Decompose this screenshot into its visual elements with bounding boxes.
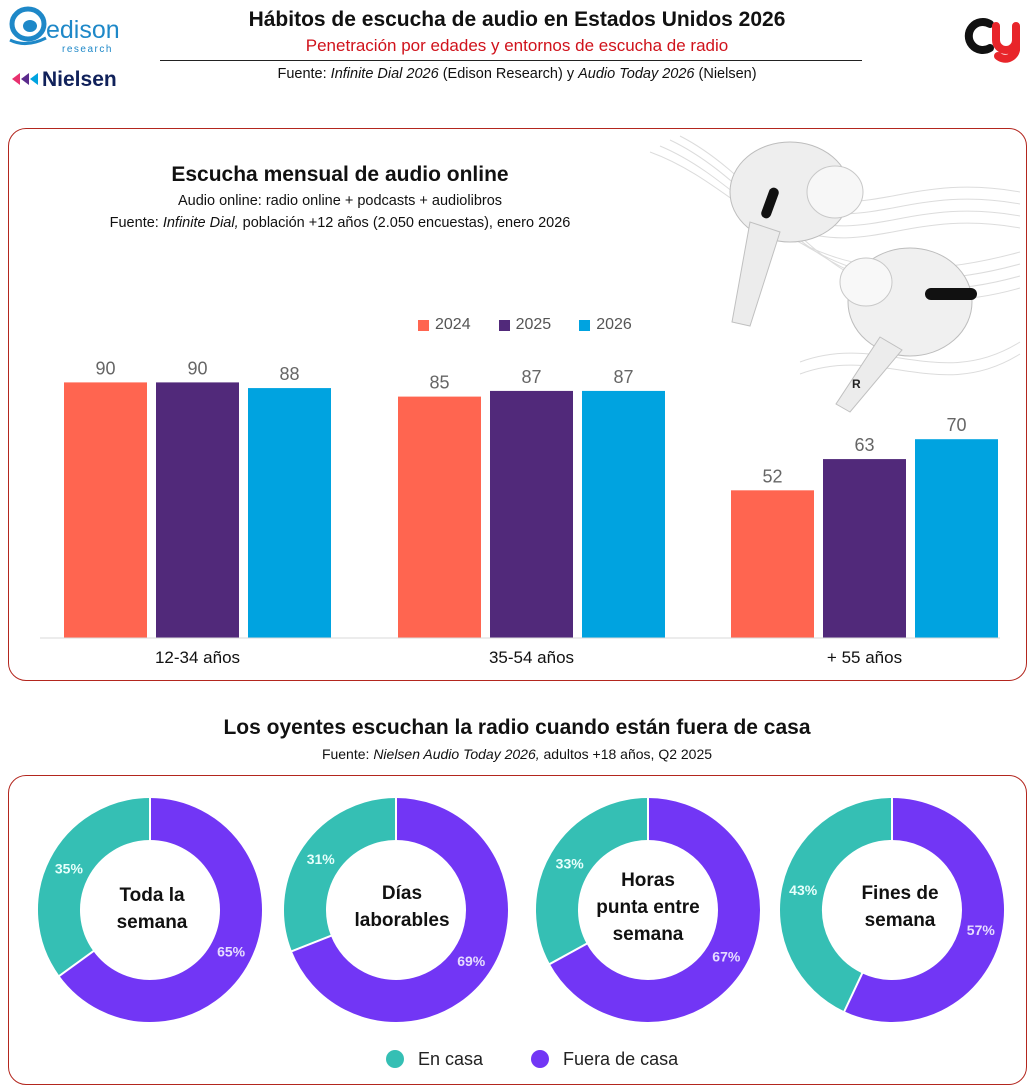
donut-value-fuera-de-casa: 67% (712, 948, 741, 964)
donut-slice-fuera-de-casa (549, 798, 760, 1022)
donut-slice-en-casa (284, 798, 397, 952)
nielsen-wordmark: Nielsen (42, 68, 117, 91)
legend-item-2024: 2024 (418, 314, 471, 336)
donut-slice-fuera-de-casa (844, 798, 1004, 1022)
legend-item-2026: 2026 (579, 314, 632, 336)
legend-label-2025: 2025 (515, 316, 552, 333)
edison-research-logo: edison research (6, 4, 136, 56)
legend-swatch-2024 (418, 319, 429, 331)
bar-2025-2 (823, 459, 906, 638)
donut-charts: 65% 35% 69% 31% 67% 33% 57% 43% (38, 797, 1004, 1022)
donut-slice-en-casa (536, 798, 649, 964)
bar-chart-subtitle: Audio online: radio online + podcasts + … (177, 193, 503, 209)
donut-separator (57, 949, 95, 978)
page-title: Hábitos de escucha de audio en Estados U… (248, 8, 786, 31)
brand-logo (962, 10, 1026, 66)
donut-slice-en-casa (780, 798, 893, 1012)
bar-2025-1 (490, 390, 573, 638)
donut-label-toda-semana: Toda la semana (116, 885, 188, 933)
bar-value-label: 87 (521, 367, 541, 387)
donut-label-dias-laborables: Días laborables (354, 883, 450, 931)
category-label: + 55 años (827, 648, 902, 667)
nielsen-mark-icon (12, 73, 38, 85)
category-label: 12-34 años (155, 648, 240, 667)
nielsen-logo: Nielsen (8, 64, 128, 94)
bar-2024-1 (398, 396, 481, 638)
donut-label-fines-semana: Fines de semana (861, 883, 939, 931)
earbuds-icon: R (649, 135, 1021, 413)
legend-label-2024: 2024 (435, 316, 471, 333)
donut-value-en-casa: 33% (556, 856, 585, 872)
legend-label-2026: 2026 (596, 316, 632, 333)
donut-section-title: Los oyentes escuchan la radio cuando est… (223, 716, 811, 739)
legend-dot-en-casa (386, 1050, 404, 1068)
edison-swirl-icon (9, 6, 47, 45)
page-source: Fuente: Infinite Dial 2026 (Edison Resea… (277, 66, 757, 82)
legend-label-fuera-de-casa: Fuera de casa (563, 1048, 679, 1069)
bar-value-label: 63 (854, 435, 874, 455)
bar-2026-1 (582, 390, 665, 638)
legend-dot-fuera-de-casa (531, 1050, 550, 1068)
donut-slice-fuera-de-casa (291, 798, 508, 1022)
legend-item-en-casa: En casa (386, 1046, 483, 1072)
bar-chart-legend: 2024 2025 2026 (418, 314, 698, 336)
donut-section-source: Fuente: Nielsen Audio Today 2026, adulto… (321, 746, 713, 762)
donut-legend: En casa Fuera de casa (386, 1046, 706, 1072)
donut-slice-en-casa (38, 798, 151, 976)
donut-value-fuera-de-casa: 57% (967, 922, 996, 938)
header-divider (160, 60, 862, 61)
donut-separator (548, 942, 589, 966)
bar-2026-2 (915, 439, 998, 638)
bar-chart: 90 90 88 12-34 años 85 87 87 35-54 años 52 63 70 + … (40, 358, 1000, 667)
edison-sub-wordmark: research (62, 44, 113, 55)
earbuds-illustration: R (640, 132, 1024, 432)
category-label: 35-54 años (489, 648, 574, 667)
bar-chart-title: Escucha mensual de audio online (171, 163, 509, 186)
bar-2025-0 (156, 382, 239, 638)
donut-slice-fuera-de-casa (59, 798, 262, 1022)
donut-label-horas-punta: Horas punta entre semana (596, 870, 700, 945)
donut-value-fuera-de-casa: 65% (217, 943, 246, 959)
donut-value-en-casa: 31% (307, 851, 336, 867)
legend-item-2025: 2025 (498, 314, 552, 336)
bar-2024-2 (731, 490, 814, 638)
donut-separator (842, 972, 864, 1013)
legend-label-en-casa: En casa (418, 1048, 484, 1069)
bar-2024-0 (64, 382, 147, 638)
legend-item-fuera-de-casa: Fuera de casa (531, 1046, 678, 1072)
donut-value-fuera-de-casa: 69% (457, 953, 486, 969)
donut-separator (290, 934, 333, 953)
donut-value-en-casa: 43% (789, 882, 818, 898)
legend-swatch-2025 (498, 319, 510, 331)
bar-value-label: 85 (429, 373, 449, 393)
bar-chart-source: Fuente: Infinite Dial, población +12 año… (109, 215, 571, 231)
legend-swatch-2026 (579, 319, 591, 331)
bar-value-label: 52 (762, 466, 782, 486)
bar-value-label: 70 (946, 415, 966, 435)
bar-value-label: 87 (613, 367, 633, 387)
edison-wordmark: edison (46, 16, 120, 44)
bar-value-label: 88 (279, 364, 299, 384)
donut-value-en-casa: 35% (55, 861, 84, 877)
svg-text:R: R (852, 377, 861, 391)
page-subtitle: Penetración por edades y entornos de esc… (305, 36, 729, 55)
bar-value-label: 90 (95, 358, 115, 378)
bar-2026-0 (248, 388, 331, 638)
bar-value-label: 90 (187, 358, 207, 378)
